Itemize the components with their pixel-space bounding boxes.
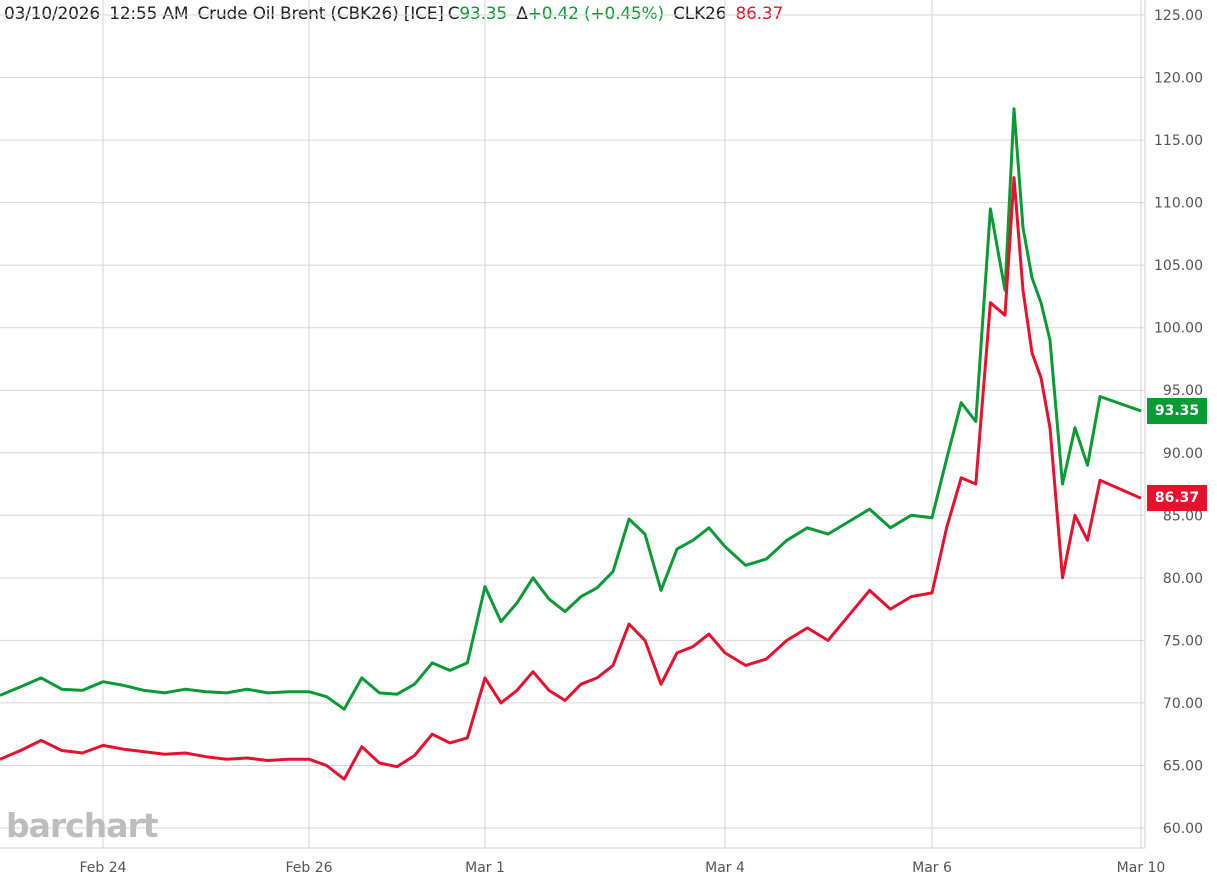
series-line-cbk26 xyxy=(0,107,1142,711)
last-price-tag-wti: 86.37 xyxy=(1147,485,1207,512)
last-price-tag-brent: 93.35 xyxy=(1147,397,1207,424)
chart-header: 03/10/2026 12:55 AM Crude Oil Brent (CBK… xyxy=(4,4,787,24)
y-tick-label: 105.00 xyxy=(1154,258,1203,274)
header-compare-symbol: CLK26 xyxy=(673,4,727,24)
y-tick-label: 125.00 xyxy=(1154,8,1203,24)
barchart-logo: barchart xyxy=(6,806,159,845)
y-tick-label: 75.00 xyxy=(1163,633,1203,649)
chart-grid xyxy=(0,0,1146,849)
y-tick-label: 80.00 xyxy=(1163,571,1203,587)
y-tick-label: 65.00 xyxy=(1163,758,1203,774)
x-tick-label: Mar 4 xyxy=(705,860,745,876)
header-close-value: 93.35 xyxy=(459,4,508,24)
y-tick-label: 120.00 xyxy=(1154,71,1203,87)
header-close-label: C xyxy=(447,4,460,24)
chart-series xyxy=(0,107,1142,781)
header-change-value: +0.42 (+0.45%) xyxy=(527,4,664,24)
x-tick-label: Feb 26 xyxy=(285,860,332,876)
header-change-label: Δ xyxy=(516,4,528,24)
y-tick-label: 115.00 xyxy=(1154,133,1203,149)
y-tick-label: 110.00 xyxy=(1154,196,1203,212)
y-axis: 125.00 120.00 115.00 110.00 105.00 100.00 95.0… xyxy=(1154,8,1203,837)
y-tick-label: 85.00 xyxy=(1163,508,1203,524)
x-tick-label: Mar 1 xyxy=(465,860,505,876)
y-tick-label: 95.00 xyxy=(1163,383,1203,399)
x-tick-label: Mar 10 xyxy=(1117,860,1166,876)
x-axis: Feb 24 Feb 26 Mar 1 Mar 4 Mar 6 Mar 10 xyxy=(79,860,1165,876)
y-tick-label: 90.00 xyxy=(1163,446,1203,462)
y-tick-label: 100.00 xyxy=(1154,321,1203,337)
series-line-clk26 xyxy=(0,176,1142,781)
header-time: 12:55 AM xyxy=(109,4,189,24)
header-date: 03/10/2026 xyxy=(4,4,100,24)
header-compare-value: 86.37 xyxy=(735,4,784,24)
x-tick-label: Mar 6 xyxy=(912,860,952,876)
x-tick-label: Feb 24 xyxy=(79,860,126,876)
y-tick-label: 70.00 xyxy=(1163,696,1203,712)
header-instrument: Crude Oil Brent (CBK26) [ICE] xyxy=(197,4,444,24)
y-tick-label: 60.00 xyxy=(1163,821,1203,837)
